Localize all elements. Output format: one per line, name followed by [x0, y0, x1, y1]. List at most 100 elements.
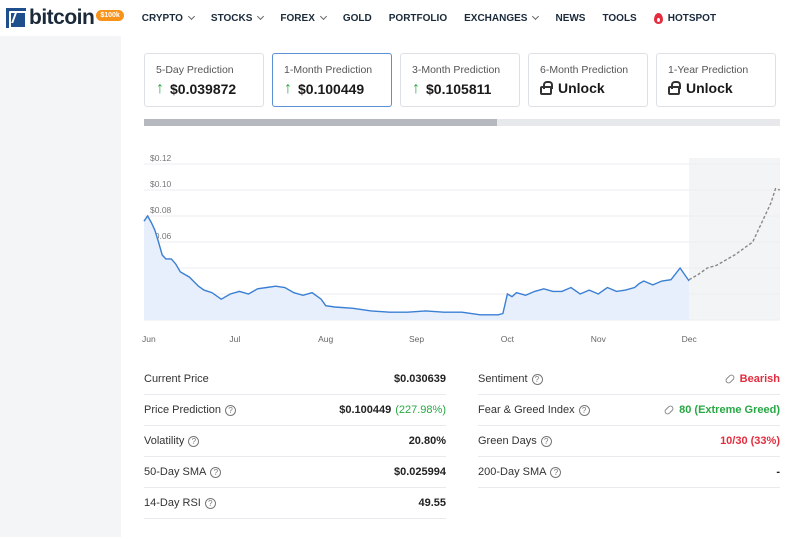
prediction-card-value-row: Unlock — [540, 80, 647, 96]
stat-label-wrap: Current Price — [144, 373, 209, 385]
x-tick-label: Oct — [501, 334, 515, 344]
y-tick-label: $0.12 — [150, 153, 172, 163]
nav-item-exchanges[interactable]: EXCHANGES — [464, 12, 540, 24]
link-icon — [723, 373, 736, 385]
stat-value-wrap: Bearish — [723, 373, 780, 385]
stat-value: $0.025994 — [394, 466, 446, 478]
nav-item-portfolio[interactable]: PORTFOLIO — [389, 13, 447, 24]
nav-item-label: NEWS — [555, 12, 586, 24]
prediction-card-value: Unlock — [686, 80, 733, 96]
lock-icon — [540, 80, 553, 95]
stat-row-volatility: Volatility? 20.80% — [144, 426, 446, 457]
nav-item-label: PORTFOLIO — [388, 12, 448, 24]
prediction-card-6-month-prediction[interactable]: 6-Month Prediction Unlock — [528, 53, 648, 107]
stat-label-wrap: Volatility? — [144, 435, 200, 447]
stat-value: 10/30 (33%) — [720, 435, 780, 447]
stat-value: 20.80% — [408, 435, 446, 447]
nav-item-label: FOREX — [280, 12, 315, 24]
stat-label-wrap: 50-Day SMA? — [144, 466, 222, 478]
x-tick-label: Aug — [318, 334, 333, 344]
prediction-card-1-month-prediction[interactable]: 1-Month Prediction ↑ $0.100449 — [272, 53, 392, 107]
nav-item-label: GOLD — [342, 12, 372, 24]
stats-left-column: Current Price $0.030639 Price Prediction? $… — [144, 364, 446, 519]
stat-value: 49.55 — [418, 497, 446, 509]
nav-item-stocks[interactable]: STOCKS — [211, 12, 265, 24]
y-tick-label: $0.10 — [150, 179, 172, 189]
prediction-panel: 5-Day Prediction ↑ $0.039872 1-Month Predic… — [121, 36, 800, 537]
stat-label-wrap: 14-Day RSI? — [144, 497, 216, 509]
nav-item-forex[interactable]: FOREX — [280, 12, 327, 24]
nav-item-tools[interactable]: TOOLS — [602, 13, 636, 24]
lock-icon — [668, 80, 681, 95]
help-icon[interactable]: ? — [204, 497, 216, 509]
stat-row-green-days: Green Days? 10/30 (33%) — [478, 426, 780, 457]
price-line — [143, 214, 690, 316]
help-icon[interactable]: ? — [210, 466, 222, 478]
prediction-cards: 5-Day Prediction ↑ $0.039872 1-Month Predic… — [144, 53, 784, 107]
help-icon[interactable]: ? — [188, 435, 200, 447]
nav-menu: CRYPTO STOCKS FOREX GOLD PORTFOLIO EXCHANGES N… — [142, 0, 733, 36]
arrow-up-icon: ↑ — [412, 80, 420, 97]
prediction-progress-bar — [144, 119, 780, 126]
stat-label-wrap: Sentiment? — [478, 373, 543, 385]
stat-label-wrap: Fear & Greed Index? — [478, 404, 590, 416]
price-chart[interactable]: $0.00$0.02$0.04$0.06$0.08$0.10$0.12JunJu… — [121, 148, 800, 348]
y-tick-label: $0.08 — [150, 205, 172, 215]
stat-value: - — [776, 466, 780, 478]
x-tick-label: Nov — [591, 334, 607, 344]
stat-row-50-day-sma: 50-Day SMA? $0.025994 — [144, 457, 446, 488]
stat-row-sentiment: Sentiment? Bearish — [478, 364, 780, 395]
nav-item-gold[interactable]: GOLD — [343, 13, 372, 24]
forecast-region — [689, 158, 780, 320]
stat-label: Fear & Greed Index — [478, 404, 575, 416]
stat-label: 200-Day SMA — [478, 466, 547, 478]
stat-label: 14-Day RSI — [144, 497, 201, 509]
brand-badge: $100k — [96, 9, 124, 21]
x-tick-label: Jun — [142, 334, 156, 344]
stat-value: $0.030639 — [394, 373, 446, 385]
top-nav: bitcoin $100k CRYPTO STOCKS FOREX GOLD PORTF… — [0, 0, 800, 36]
x-tick-label: Sep — [409, 334, 424, 344]
help-icon[interactable]: ? — [578, 404, 590, 416]
help-icon[interactable]: ? — [531, 373, 543, 385]
arrow-up-icon: ↑ — [284, 80, 292, 97]
help-icon[interactable]: ? — [550, 466, 562, 478]
nav-item-news[interactable]: NEWS — [555, 13, 585, 24]
stat-row-price-prediction: Price Prediction? $0.100449 (227.98%) — [144, 395, 446, 426]
stat-value-wrap: 49.55 — [418, 497, 446, 509]
x-tick-label: Jul — [229, 334, 240, 344]
price-area — [144, 216, 690, 320]
chevron-down-icon — [532, 12, 540, 21]
brand-logo[interactable]: bitcoin $100k — [6, 0, 124, 36]
nav-item-hotspot[interactable]: HOTSPOT — [653, 12, 716, 24]
prediction-card-label: 3-Month Prediction — [412, 64, 501, 76]
stat-value-wrap: $0.025994 — [394, 466, 446, 478]
help-icon[interactable]: ? — [540, 435, 552, 447]
prediction-card-1-year-prediction[interactable]: 1-Year Prediction Unlock — [656, 53, 776, 107]
help-icon[interactable]: ? — [225, 404, 237, 416]
stat-value-wrap: 10/30 (33%) — [720, 435, 780, 447]
stat-label: Sentiment — [478, 373, 528, 385]
progress-fill — [144, 119, 497, 126]
prediction-card-value-row: ↑ $0.039872 — [156, 80, 263, 98]
arrow-up-icon: ↑ — [156, 80, 164, 97]
prediction-card-5-day-prediction[interactable]: 5-Day Prediction ↑ $0.039872 — [144, 53, 264, 107]
stat-label-wrap: 200-Day SMA? — [478, 466, 562, 478]
chevron-down-icon — [257, 12, 265, 21]
y-tick-label: $0.06 — [150, 231, 172, 241]
stat-row-200-day-sma: 200-Day SMA? - — [478, 457, 780, 488]
prediction-card-value-row: ↑ $0.105811 — [412, 80, 519, 98]
chevron-down-icon — [187, 12, 195, 21]
prediction-card-3-month-prediction[interactable]: 3-Month Prediction ↑ $0.105811 — [400, 53, 520, 107]
stat-value: 80 (Extreme Greed) — [679, 404, 780, 416]
nav-item-crypto[interactable]: CRYPTO — [142, 12, 195, 24]
prediction-card-value: $0.100449 — [298, 81, 365, 97]
stat-value-wrap: 80 (Extreme Greed) — [663, 404, 780, 416]
nav-item-label: TOOLS — [602, 12, 637, 24]
prediction-card-label: 5-Day Prediction — [156, 64, 234, 76]
brand-name: bitcoin — [29, 6, 95, 29]
chevron-down-icon — [319, 12, 327, 21]
stat-value: $0.100449 — [339, 404, 392, 416]
prediction-card-label: 6-Month Prediction — [540, 64, 629, 76]
fire-icon — [653, 12, 663, 24]
